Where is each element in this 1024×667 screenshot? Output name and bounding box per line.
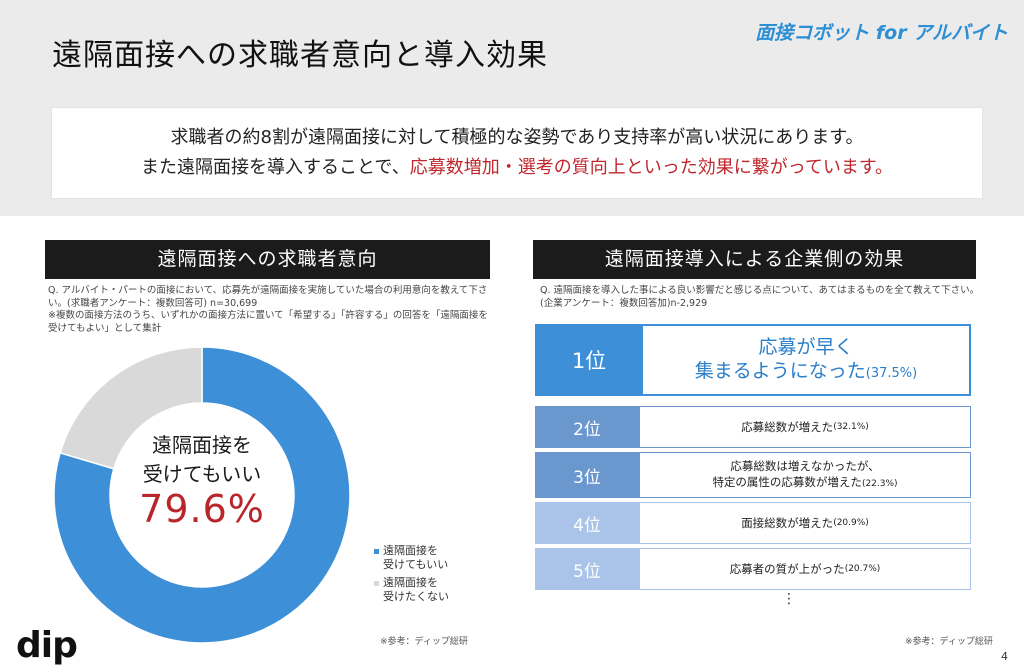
legend-yes-line-1: 遠隔面接を [383,544,438,557]
rank-1-text: 応募が早く 集まるようになった(37.5%) [641,326,969,394]
rank-3-line-2: 特定の属性の応募数が増えた [712,475,862,489]
rank-1-pct: (37.5%) [865,365,918,381]
rank-4-text: 面接総数が増えた (20.9%) [639,502,971,544]
legend-swatch-no [374,581,379,586]
dip-logo: dip [16,625,78,666]
right-reference: ※参考：ディップ総研 [905,637,993,647]
rank-4-line-1: 面接総数が増えた [741,516,834,530]
left-note-1: Q. アルバイト・パートの面接において、応募先が遠隔面接を実施していた場合の利用… [48,285,488,309]
rank-1-line-2: 集まるようになった [694,359,866,382]
brand-logo: 面接コボット for アルバイト [755,22,1008,44]
summary-line-2: また遠隔面接を導入することで、応募数増加・選考の質向上といった効果に繋がっていま… [52,153,982,183]
left-note-2: ※複数の面接方法のうち、いずれかの面接方法に置いて「希望する」「許容する」の回答… [48,310,488,334]
summary-box: 求職者の約8割が遠隔面接に対して積極的な姿勢であり支持率が高い状況にあります。 … [52,108,982,198]
rank-5-line-1: 応募者の質が上がった [729,562,845,576]
legend-yes-line-2: 受けてもいい [383,558,449,571]
donut-center-value: 79.6% [139,487,265,531]
rank-2-badge: 2位 [535,406,639,448]
left-section-header: 遠隔面接への求職者意向 [45,240,490,279]
donut-center-label-line-1: 遠隔面接を [152,433,252,457]
summary-line-1: 求職者の約8割が遠隔面接に対して積極的な姿勢であり支持率が高い状況にあります。 [170,127,864,148]
donut-center-label: 遠隔面接を 受けてもいい [37,431,367,489]
rank-3-pct: (22.3%) [861,479,898,489]
rank-row-3: 3位 応募総数は増えなかったが、 特定の属性の応募数が増えた(22.3%) [535,452,971,498]
rank-row-2: 2位 応募総数が増えた (32.1%) [535,406,971,448]
rank-row-5: 5位 応募者の質が上がった (20.7%) [535,548,971,590]
chart-legend: 遠隔面接を 受けてもいい 遠隔面接を 受けたくない [374,544,449,608]
legend-no-line-2: 受けたくない [383,590,449,603]
rank-3-line-1: 応募総数は増えなかったが、 [730,459,880,473]
donut-slice-yes [53,346,351,644]
donut-center-label-line-2: 受けてもいい [142,462,262,486]
rank-3-badge: 3位 [535,452,639,498]
donut-slice-no [59,346,203,470]
rank-5-badge: 5位 [535,548,639,590]
legend-item-yes: 遠隔面接を 受けてもいい [374,544,449,572]
right-section-header: 遠隔面接導入による企業側の効果 [533,240,976,279]
summary-highlight: 応募数増加・選考の質向上といった効果に繋がっています。 [409,157,894,178]
rank-2-line-1: 応募総数が増えた [741,420,834,434]
rank-5-text: 応募者の質が上がった (20.7%) [639,548,971,590]
rank-3-text: 応募総数は増えなかったが、 特定の属性の応募数が増えた(22.3%) [639,452,971,498]
right-note-2: (企業アンケート：複数回答加)n-2,929 [540,297,708,309]
summary-line-2-prefix: また遠隔面接を導入することで、 [140,157,410,178]
rank-4-badge: 4位 [535,502,639,544]
rank-row-4: 4位 面接総数が増えた (20.9%) [535,502,971,544]
slide-title: 遠隔面接への求職者意向と導入効果 [52,38,548,73]
legend-swatch-yes [374,549,379,554]
legend-item-no: 遠隔面接を 受けたくない [374,576,449,604]
rank-row-1: 1位 応募が早く 集まるようになった(37.5%) [535,324,971,396]
left-question-note: Q. アルバイト・パートの面接において、応募先が遠隔面接を実施していた場合の利用… [48,285,488,335]
legend-no-line-1: 遠隔面接を [383,576,438,589]
rank-1-line-1: 応募が早く [758,335,854,358]
page-number: 4 [1001,650,1008,663]
rank-4-pct: (20.9%) [833,518,869,528]
rank-2-text: 応募総数が増えた (32.1%) [639,406,971,448]
right-note-1: Q. 遠隔面接を導入した事による良い影響だと感じる点について、あてはまるものを全… [540,285,980,296]
right-question-note: Q. 遠隔面接を導入した事による良い影響だと感じる点について、あてはまるものを全… [540,285,980,310]
more-ellipsis: ⋮ [782,591,796,607]
rank-5-pct: (20.7%) [844,564,881,574]
donut-chart [53,346,351,644]
donut-center: 遠隔面接を 受けてもいい 79.6% [37,345,367,645]
left-reference: ※参考：ディップ総研 [380,637,468,647]
rank-2-pct: (32.1%) [833,422,869,432]
rank-1-badge: 1位 [537,326,641,394]
